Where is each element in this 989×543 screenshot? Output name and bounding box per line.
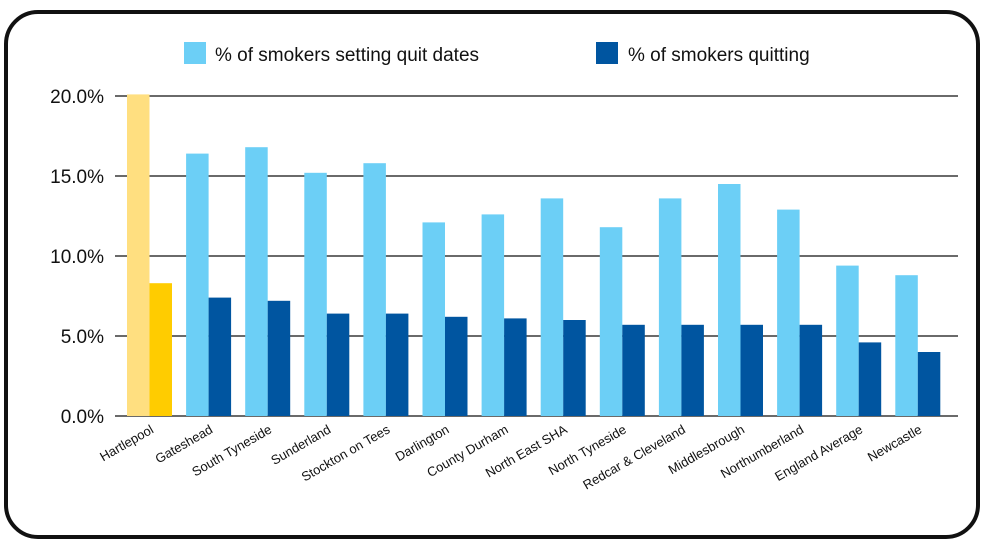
- bar-quitting-7: [563, 320, 586, 416]
- bar-quit-dates-11: [777, 209, 800, 416]
- legend-label-0: % of smokers setting quit dates: [215, 45, 479, 66]
- bar-quitting-6: [504, 318, 527, 416]
- bar-quitting-5: [445, 316, 468, 416]
- bar-quit-dates-1: [186, 153, 209, 416]
- bar-quit-dates-2: [245, 147, 268, 416]
- bar-quit-dates-6: [481, 214, 505, 416]
- bar-quit-dates-8: [599, 227, 623, 416]
- bar-quit-dates-7: [540, 198, 564, 416]
- bar-quitting-4: [385, 313, 409, 416]
- bar-quit-dates-5: [422, 222, 445, 416]
- y-tick-label: 20.0%: [50, 87, 104, 108]
- bar-quit-dates-9: [658, 198, 682, 416]
- y-tick-label: 0.0%: [61, 407, 104, 428]
- bar-quitting-0: [149, 283, 172, 416]
- y-tick-label: 10.0%: [50, 247, 104, 268]
- legend-swatch-0: [184, 42, 206, 64]
- bar-quitting-11: [799, 324, 823, 416]
- bar-quit-dates-12: [836, 265, 859, 416]
- x-category-label: Redcar & Cleveland: [580, 422, 688, 493]
- bar-quitting-2: [267, 300, 291, 416]
- x-category-label: Newcastle: [865, 422, 924, 465]
- bar-quitting-9: [681, 324, 704, 416]
- bar-quit-dates-10: [718, 184, 741, 416]
- bar-quit-dates-4: [363, 163, 386, 416]
- bar-quitting-12: [858, 342, 882, 416]
- bar-quitting-10: [740, 324, 763, 416]
- y-tick-label: 15.0%: [50, 167, 104, 188]
- bar-quitting-13: [917, 352, 941, 416]
- bar-quit-dates-3: [304, 172, 327, 416]
- bar-quitting-1: [208, 297, 232, 416]
- bar-quit-dates-13: [895, 275, 918, 416]
- bar-quitting-3: [326, 313, 350, 416]
- x-category-label: Hartlepool: [97, 422, 156, 465]
- legend-swatch-1: [596, 42, 618, 64]
- legend-label-1: % of smokers quitting: [628, 45, 810, 66]
- y-tick-label: 5.0%: [61, 327, 104, 348]
- bar-quit-dates-0: [127, 94, 150, 417]
- bar-quitting-8: [622, 324, 645, 416]
